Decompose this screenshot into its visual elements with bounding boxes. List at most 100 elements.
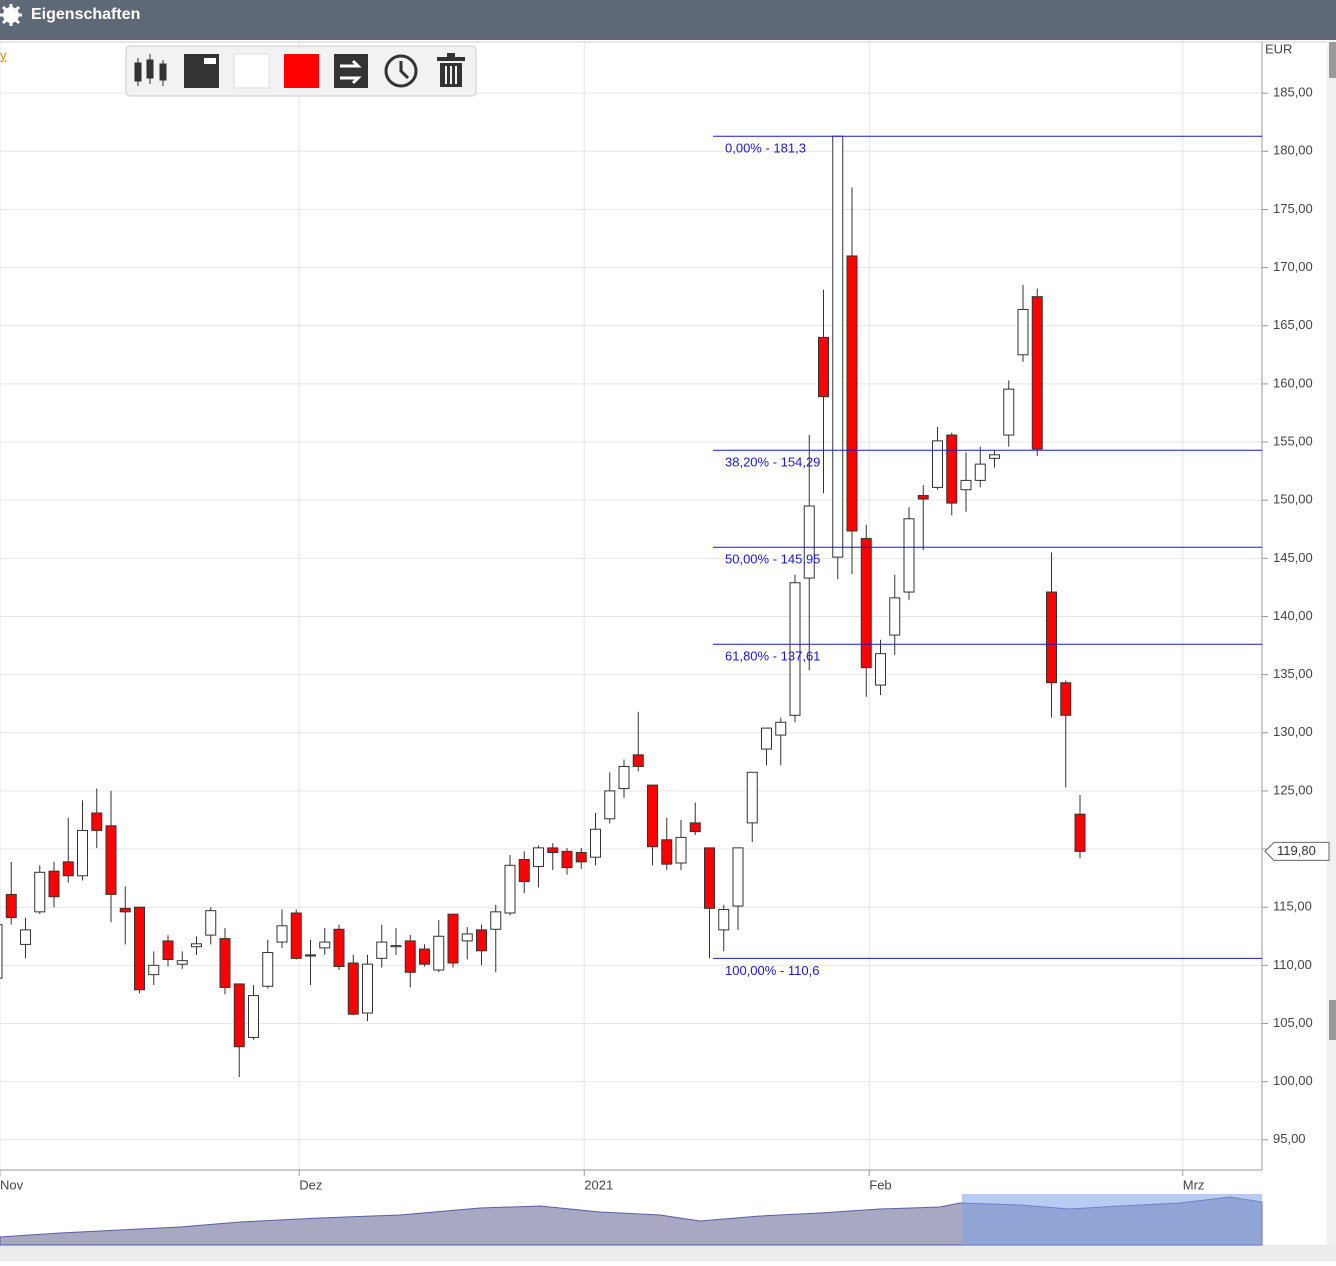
- down-color-button[interactable]: [284, 54, 319, 88]
- candle-body: [0, 924, 3, 979]
- candle-body: [48, 870, 60, 898]
- candle-type-button[interactable]: [134, 54, 167, 86]
- candle-body: [989, 454, 1000, 459]
- candle-body: [404, 940, 416, 973]
- y-tick-label: 125,00: [1273, 782, 1313, 797]
- candle-body: [148, 964, 160, 976]
- clock-button[interactable]: [384, 54, 418, 88]
- candle-body: [433, 935, 445, 971]
- y-tick-label: 160,00: [1273, 375, 1313, 390]
- y-tick-label: 110,00: [1273, 957, 1312, 972]
- y-tick-label: 95,00: [1273, 1131, 1306, 1146]
- y-tick-label: 185,00: [1273, 85, 1313, 100]
- candle-body: [832, 135, 844, 558]
- fib-label: 38,20% - 154,29: [725, 455, 820, 470]
- candle-body: [632, 754, 644, 767]
- scroll-thumb[interactable]: [1329, 1000, 1336, 1040]
- y-tick-label: 170,00: [1273, 259, 1313, 274]
- x-tick-label: Feb: [869, 1177, 891, 1192]
- candle-body: [419, 948, 430, 965]
- candle-body: [803, 505, 815, 579]
- plot-bg: [0, 42, 1262, 1170]
- candle-body: [746, 771, 758, 824]
- plot-area: y95,00100,00105,00110,00115,00120,00125,…: [0, 41, 1330, 1192]
- settings-icon[interactable]: [0, 4, 22, 26]
- candle-body: [490, 911, 502, 930]
- candle-body: [305, 954, 316, 957]
- candle-body: [974, 463, 986, 481]
- candle-body: [789, 582, 801, 716]
- candle-body: [219, 938, 231, 988]
- candle-body: [917, 495, 929, 500]
- transfer-button[interactable]: [334, 54, 368, 88]
- candle-body: [647, 784, 658, 848]
- y-tick-label: 165,00: [1273, 317, 1313, 332]
- delete-button[interactable]: [437, 53, 465, 87]
- candle-body: [1017, 308, 1029, 356]
- candle-body: [689, 822, 701, 833]
- candle-body: [119, 907, 131, 913]
- candle-body: [176, 960, 188, 965]
- candle-body: [233, 983, 245, 1048]
- candle-body: [447, 913, 459, 964]
- candle-body: [761, 727, 772, 750]
- candle-body: [618, 765, 630, 790]
- candle-body: [960, 479, 972, 491]
- candle-body: [732, 847, 744, 907]
- last-price-marker: [1264, 841, 1330, 861]
- candle-body: [105, 825, 117, 895]
- candle-body: [1031, 296, 1043, 450]
- candle-body: [946, 434, 958, 504]
- y-tick-label: 135,00: [1273, 666, 1313, 681]
- y-axis-title: EUR: [1265, 41, 1292, 56]
- candle-body: [1060, 682, 1072, 716]
- candle-body: [903, 518, 915, 593]
- scroll-thumb[interactable]: [1329, 42, 1336, 78]
- candle-body: [547, 847, 559, 854]
- candle-body: [461, 933, 473, 942]
- candle-body: [248, 995, 259, 1038]
- fib-label: 0,00% - 181,3: [725, 141, 806, 156]
- title: Eigenschaften: [31, 6, 140, 23]
- candle-body: [62, 861, 74, 877]
- candle-body: [889, 597, 901, 636]
- chart-link[interactable]: y: [0, 47, 7, 62]
- candle-body: [575, 852, 587, 863]
- y-tick-label: 155,00: [1273, 433, 1313, 448]
- y-tick-label: 100,00: [1273, 1073, 1313, 1088]
- candle-body: [276, 925, 288, 943]
- candle-body: [1003, 388, 1015, 436]
- candle-body: [34, 871, 46, 913]
- footer: [0, 1245, 1336, 1261]
- y-tick-label: 115,00: [1273, 899, 1312, 914]
- x-tick-label: 2021: [584, 1177, 613, 1192]
- candle-body: [20, 929, 31, 945]
- scrollbar[interactable]: [1327, 42, 1336, 1245]
- up-color-button[interactable]: [233, 53, 270, 89]
- candle-body: [704, 847, 715, 909]
- navigator-selection[interactable]: [962, 1194, 1262, 1245]
- candle-body: [932, 440, 943, 488]
- y-tick-label: 130,00: [1273, 724, 1313, 739]
- fib-label: 100,00% - 110,6: [725, 963, 819, 978]
- candle-body: [533, 847, 544, 867]
- candle-body: [5, 893, 17, 919]
- candle-body: [1046, 591, 1057, 684]
- y-tick-label: 180,00: [1273, 143, 1313, 158]
- candle-body: [91, 812, 103, 831]
- candle-body: [590, 828, 601, 858]
- candle-body: [376, 941, 388, 959]
- candle-body: [775, 721, 787, 736]
- candle-body: [675, 836, 687, 864]
- x-tick-label: Dez: [299, 1177, 322, 1192]
- y-tick-label: 140,00: [1273, 608, 1313, 623]
- candle-body: [290, 912, 302, 959]
- candle-body: [347, 962, 359, 1015]
- last-price-label: 119,80: [1277, 843, 1316, 858]
- toolbar: [125, 45, 477, 97]
- candle-body: [390, 945, 402, 948]
- candle-body: [191, 943, 202, 948]
- y-tick-label: 175,00: [1273, 201, 1313, 216]
- border-color-button[interactable]: [184, 54, 219, 88]
- y-tick-label: 145,00: [1273, 550, 1313, 565]
